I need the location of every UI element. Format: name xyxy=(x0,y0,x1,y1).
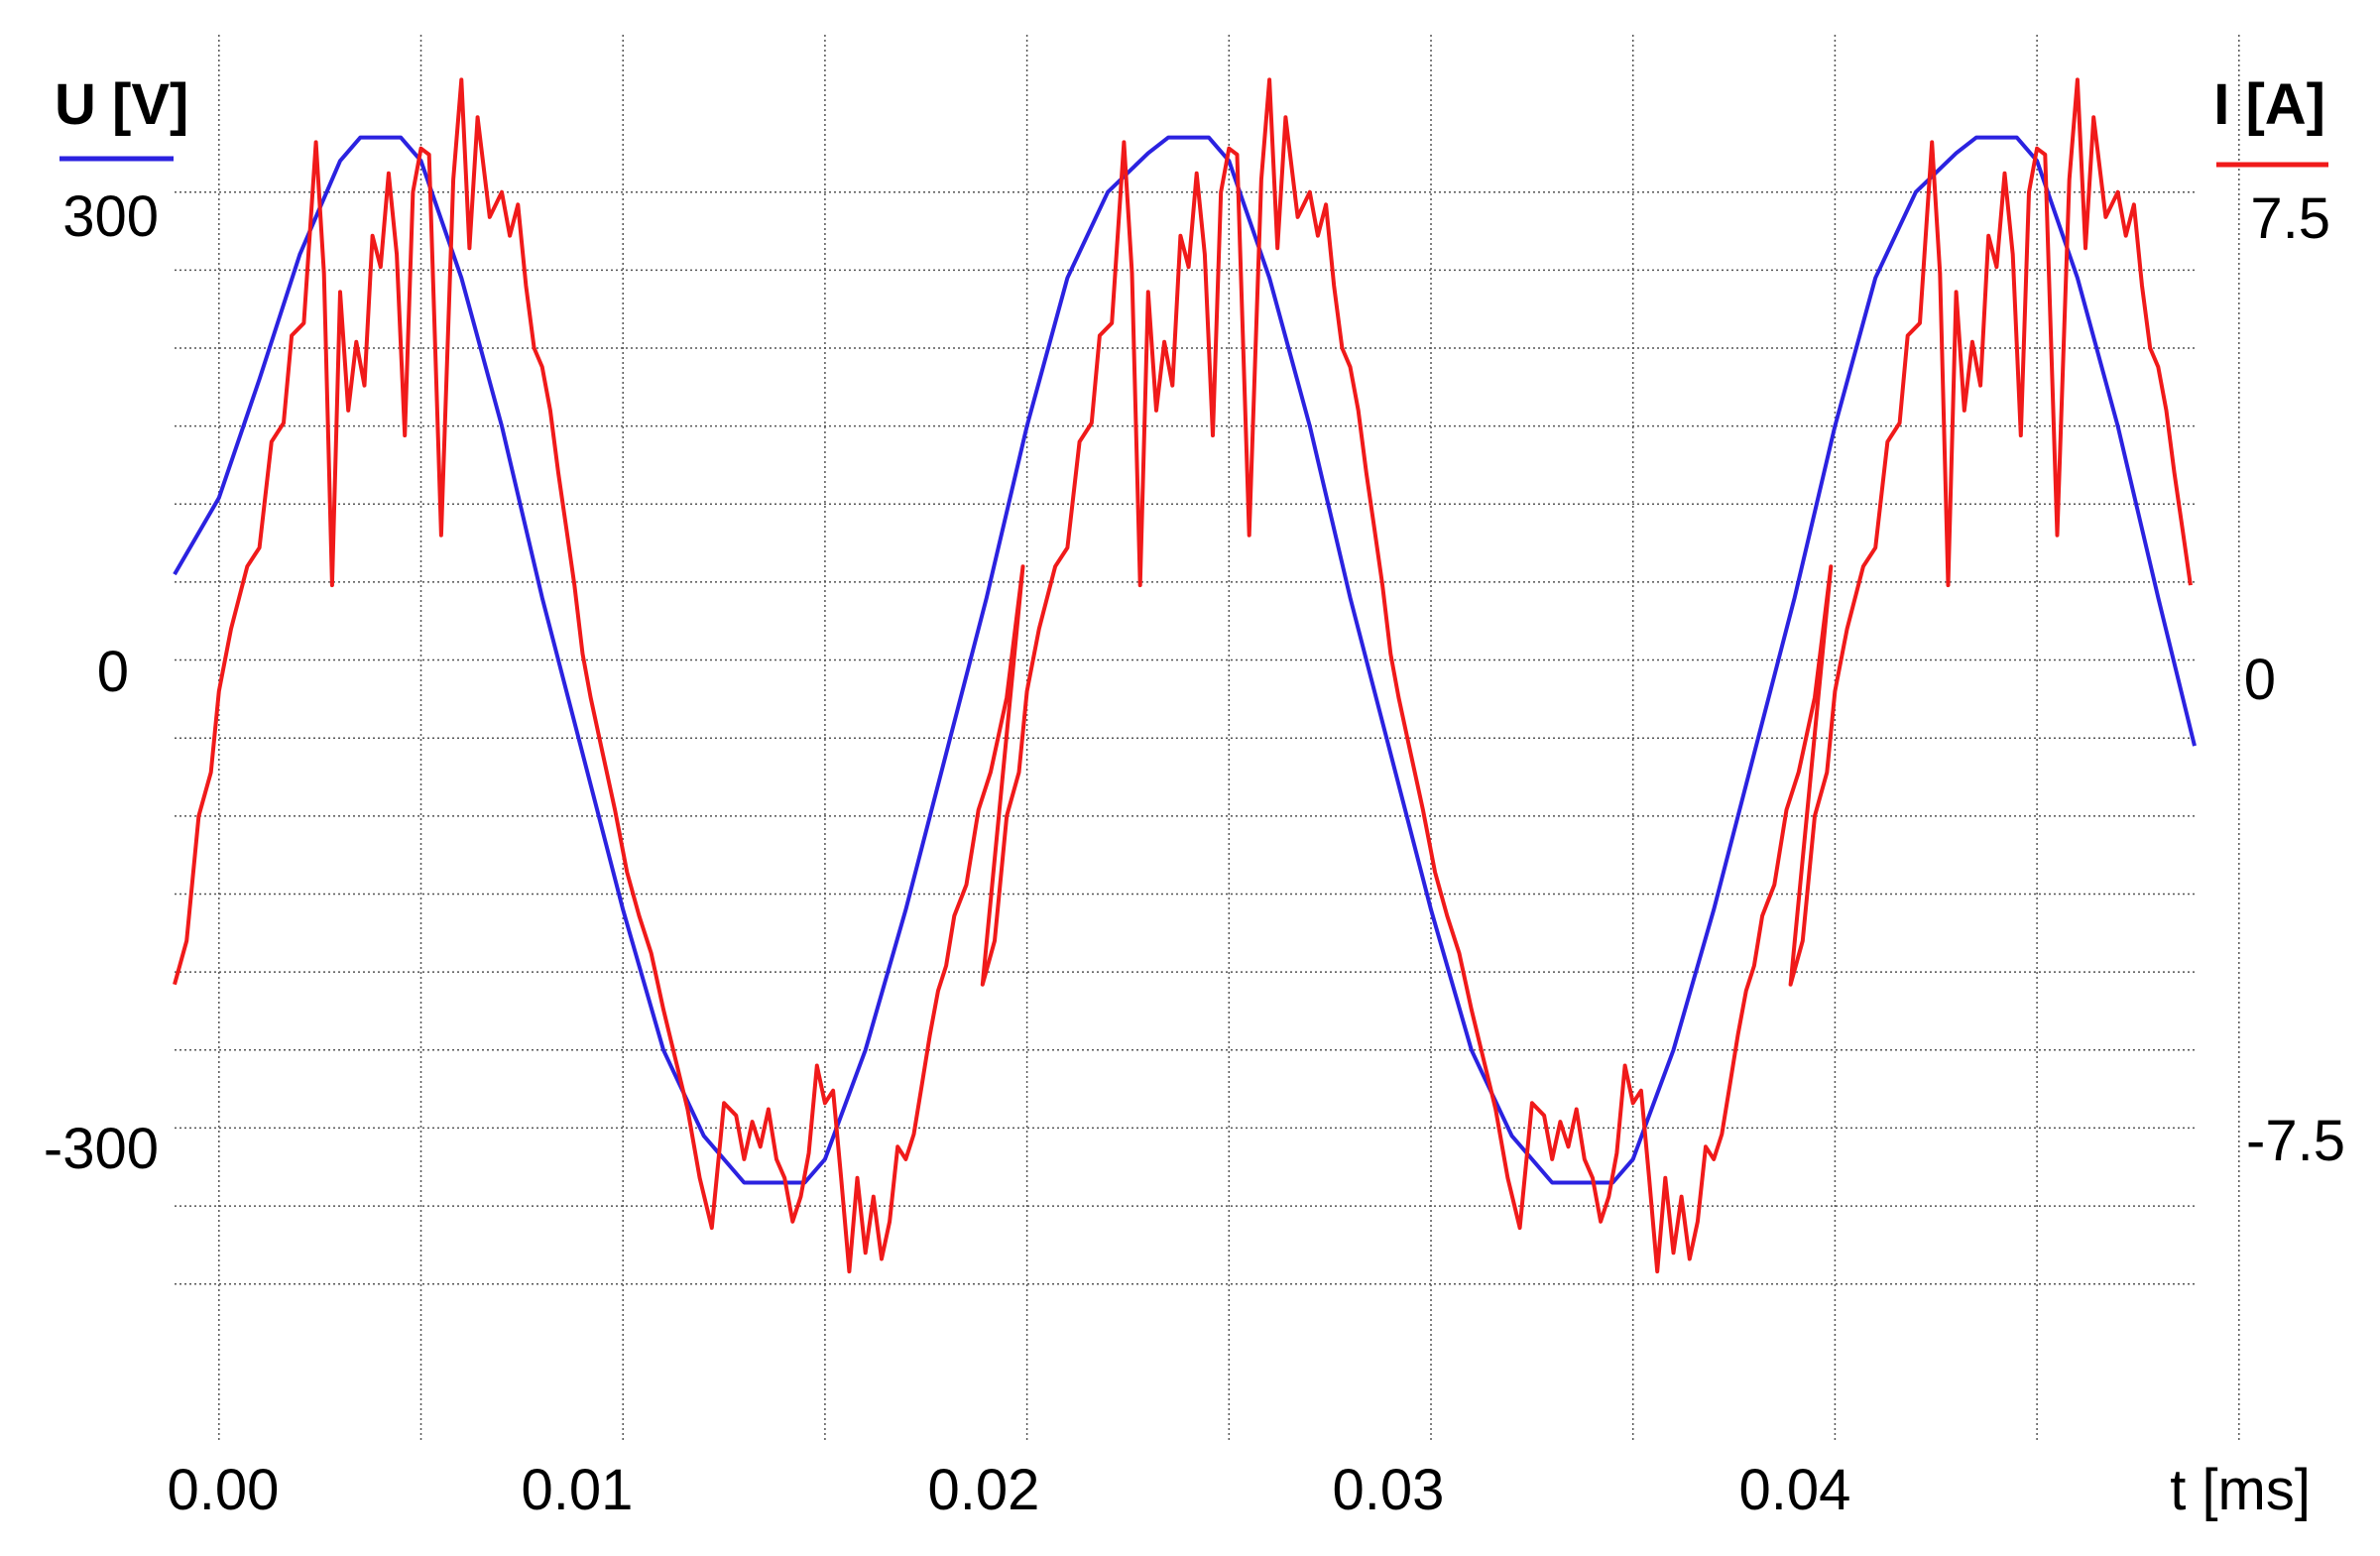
left-tick-label: 300 xyxy=(62,184,159,249)
right-tick-label: 0 xyxy=(2244,648,2276,712)
x-tick-label: 0.03 xyxy=(1333,1458,1445,1522)
voltage-series-line xyxy=(173,135,2197,1185)
right-tick-label: -7.5 xyxy=(2246,1109,2345,1173)
x-tick-label: 0.01 xyxy=(522,1458,634,1522)
series-layer xyxy=(173,77,2197,1274)
left-tick-label: 0 xyxy=(97,640,129,704)
x-tick-label: 0.02 xyxy=(928,1458,1040,1522)
left-axis-label: U [V] xyxy=(55,72,188,137)
right-tick-label: 7.5 xyxy=(2250,186,2330,251)
x-axis-label: t [ms] xyxy=(2170,1458,2311,1522)
x-tick-label: 0.00 xyxy=(168,1458,280,1522)
right-axis-label: I [A] xyxy=(2213,72,2325,137)
grid-lines xyxy=(175,35,2240,1440)
x-tick-label: 0.04 xyxy=(1739,1458,1851,1522)
current-series-line xyxy=(173,77,2193,1274)
left-tick-label: -300 xyxy=(44,1117,159,1181)
